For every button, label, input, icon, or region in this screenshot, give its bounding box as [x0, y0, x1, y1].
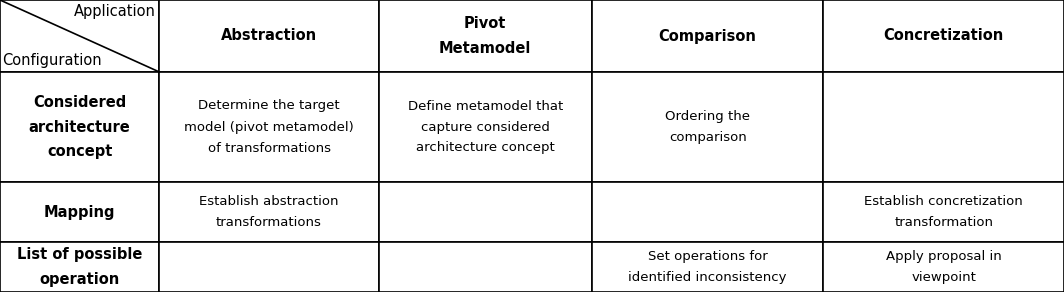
Bar — [160, 242, 379, 292]
Bar — [592, 72, 824, 182]
Bar — [0, 0, 160, 72]
Text: Concretization: Concretization — [883, 29, 1003, 44]
Text: Mapping: Mapping — [44, 204, 116, 220]
Text: Establish abstraction
transformations: Establish abstraction transformations — [199, 195, 338, 229]
Bar — [592, 182, 824, 242]
Bar — [379, 242, 592, 292]
Text: Set operations for
identified inconsistency: Set operations for identified inconsiste… — [629, 250, 787, 284]
Text: Pivot
Metamodel: Pivot Metamodel — [439, 16, 532, 56]
Text: Application: Application — [73, 4, 155, 19]
Bar — [160, 0, 379, 72]
Text: Configuration: Configuration — [2, 53, 102, 68]
Bar — [0, 182, 160, 242]
Text: Comparison: Comparison — [659, 29, 757, 44]
Bar — [0, 72, 160, 182]
Text: List of possible
operation: List of possible operation — [17, 247, 143, 287]
Bar — [379, 72, 592, 182]
Bar — [592, 242, 824, 292]
Bar — [824, 182, 1064, 242]
Bar — [824, 72, 1064, 182]
Bar — [379, 182, 592, 242]
Text: Establish concretization
transformation: Establish concretization transformation — [864, 195, 1024, 229]
Text: Abstraction: Abstraction — [221, 29, 317, 44]
Bar — [379, 0, 592, 72]
Bar — [592, 0, 824, 72]
Bar — [160, 72, 379, 182]
Text: Ordering the
comparison: Ordering the comparison — [665, 110, 750, 144]
Bar — [824, 242, 1064, 292]
Text: Apply proposal in
viewpoint: Apply proposal in viewpoint — [886, 250, 1001, 284]
Bar — [0, 242, 160, 292]
Text: Define metamodel that
capture considered
architecture concept: Define metamodel that capture considered… — [408, 100, 563, 154]
Text: Considered
architecture
concept: Considered architecture concept — [29, 95, 131, 159]
Bar — [824, 0, 1064, 72]
Text: Determine the target
model (pivot metamodel)
of transformations: Determine the target model (pivot metamo… — [184, 100, 354, 154]
Bar — [160, 182, 379, 242]
